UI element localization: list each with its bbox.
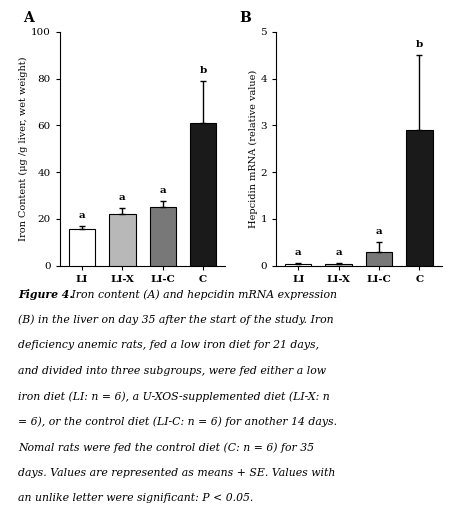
Text: B: B — [239, 11, 251, 25]
Text: a: a — [375, 227, 381, 236]
Y-axis label: Iron Content (μg /g liver, wet weight): Iron Content (μg /g liver, wet weight) — [19, 56, 28, 241]
Text: a: a — [78, 211, 85, 220]
Text: days. Values are represented as means + SE. Values with: days. Values are represented as means + … — [18, 468, 335, 478]
Bar — [405, 130, 431, 266]
Text: deficiency anemic rats, fed a low iron diet for 21 days,: deficiency anemic rats, fed a low iron d… — [18, 340, 319, 350]
Text: b: b — [199, 66, 207, 75]
Text: a: a — [159, 186, 166, 195]
Bar — [285, 263, 311, 266]
Bar — [325, 263, 351, 266]
Text: (B) in the liver on day 35 after the start of the study. Iron: (B) in the liver on day 35 after the sta… — [18, 315, 333, 326]
Text: Figure 4.: Figure 4. — [18, 289, 73, 301]
Bar — [365, 252, 391, 266]
Text: A: A — [23, 11, 34, 25]
Text: an unlike letter were significant: P < 0.05.: an unlike letter were significant: P < 0… — [18, 493, 253, 503]
Y-axis label: Hepcidin mRNA (relative value): Hepcidin mRNA (relative value) — [248, 70, 257, 228]
Text: Nomal rats were fed the control diet (C: n = 6) for 35: Nomal rats were fed the control diet (C:… — [18, 442, 313, 453]
Bar — [149, 207, 175, 266]
Text: a: a — [335, 248, 341, 257]
Text: and divided into three subgroups, were fed either a low: and divided into three subgroups, were f… — [18, 366, 326, 376]
Bar — [69, 229, 95, 266]
Text: = 6), or the control diet (LI-C: n = 6) for another 14 days.: = 6), or the control diet (LI-C: n = 6) … — [18, 417, 337, 427]
Text: b: b — [415, 40, 422, 49]
Text: iron diet (LI: n = 6), a U-XOS-supplemented diet (LI-X: n: iron diet (LI: n = 6), a U-XOS-supplemen… — [18, 391, 330, 402]
Text: Iron content (A) and hepcidin mRNA expression: Iron content (A) and hepcidin mRNA expre… — [68, 289, 336, 300]
Bar — [190, 123, 216, 266]
Text: a: a — [294, 248, 301, 257]
Text: a: a — [119, 193, 125, 202]
Bar — [109, 214, 135, 266]
